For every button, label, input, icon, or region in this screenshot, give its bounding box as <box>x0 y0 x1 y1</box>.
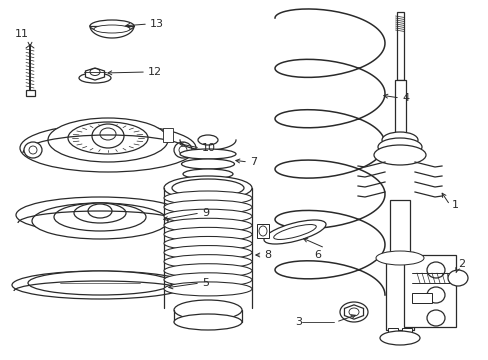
Text: 5: 5 <box>202 278 208 288</box>
Ellipse shape <box>180 149 236 159</box>
Ellipse shape <box>28 271 172 295</box>
Text: 3: 3 <box>294 317 302 327</box>
Ellipse shape <box>183 169 232 179</box>
Bar <box>385 252 413 330</box>
Ellipse shape <box>174 300 242 320</box>
Ellipse shape <box>12 271 187 299</box>
Ellipse shape <box>32 203 168 239</box>
Text: 1: 1 <box>451 200 458 210</box>
Bar <box>396 12 403 80</box>
Ellipse shape <box>163 176 251 200</box>
Ellipse shape <box>163 273 251 287</box>
Ellipse shape <box>79 73 111 83</box>
Polygon shape <box>344 305 363 319</box>
Ellipse shape <box>184 179 231 189</box>
Ellipse shape <box>163 218 251 232</box>
Ellipse shape <box>163 237 251 251</box>
Ellipse shape <box>375 251 423 265</box>
Bar <box>387 328 397 342</box>
Text: 11: 11 <box>15 29 29 39</box>
Bar <box>403 255 455 327</box>
Text: 2: 2 <box>457 259 464 269</box>
Text: 4: 4 <box>401 93 408 103</box>
Ellipse shape <box>426 262 444 278</box>
Text: 13: 13 <box>150 19 163 29</box>
Ellipse shape <box>174 314 242 330</box>
Ellipse shape <box>426 310 444 326</box>
Ellipse shape <box>163 228 251 241</box>
Bar <box>411 293 431 303</box>
Ellipse shape <box>20 124 196 172</box>
Ellipse shape <box>163 282 251 296</box>
Ellipse shape <box>447 270 467 286</box>
Ellipse shape <box>90 20 134 32</box>
Polygon shape <box>85 68 104 80</box>
Text: 9: 9 <box>202 208 209 218</box>
Ellipse shape <box>54 203 146 231</box>
Bar <box>389 200 409 252</box>
Ellipse shape <box>163 264 251 278</box>
Bar <box>25 90 35 96</box>
Ellipse shape <box>163 200 251 214</box>
Ellipse shape <box>92 124 124 148</box>
Ellipse shape <box>16 197 183 233</box>
Ellipse shape <box>259 226 266 236</box>
Ellipse shape <box>339 302 367 322</box>
Ellipse shape <box>174 142 192 158</box>
Ellipse shape <box>163 191 251 205</box>
Bar <box>401 328 411 342</box>
Ellipse shape <box>68 122 148 154</box>
Ellipse shape <box>88 204 112 218</box>
Ellipse shape <box>48 118 168 162</box>
Ellipse shape <box>163 209 251 223</box>
Ellipse shape <box>181 159 234 169</box>
Ellipse shape <box>74 203 126 223</box>
Ellipse shape <box>264 220 325 244</box>
Text: 6: 6 <box>313 250 320 260</box>
Ellipse shape <box>163 255 251 269</box>
Bar <box>257 224 268 238</box>
Text: 8: 8 <box>264 250 270 260</box>
Ellipse shape <box>163 246 251 260</box>
Ellipse shape <box>24 142 42 158</box>
Ellipse shape <box>377 138 421 156</box>
Ellipse shape <box>172 179 244 197</box>
Ellipse shape <box>379 331 419 345</box>
Ellipse shape <box>373 145 425 165</box>
Bar <box>163 128 173 142</box>
Bar <box>394 80 405 145</box>
Text: 7: 7 <box>249 157 257 167</box>
Ellipse shape <box>426 287 444 303</box>
Ellipse shape <box>198 135 218 145</box>
Text: 12: 12 <box>148 67 162 77</box>
Ellipse shape <box>381 132 417 148</box>
Ellipse shape <box>94 25 130 33</box>
Text: 10: 10 <box>202 143 216 153</box>
